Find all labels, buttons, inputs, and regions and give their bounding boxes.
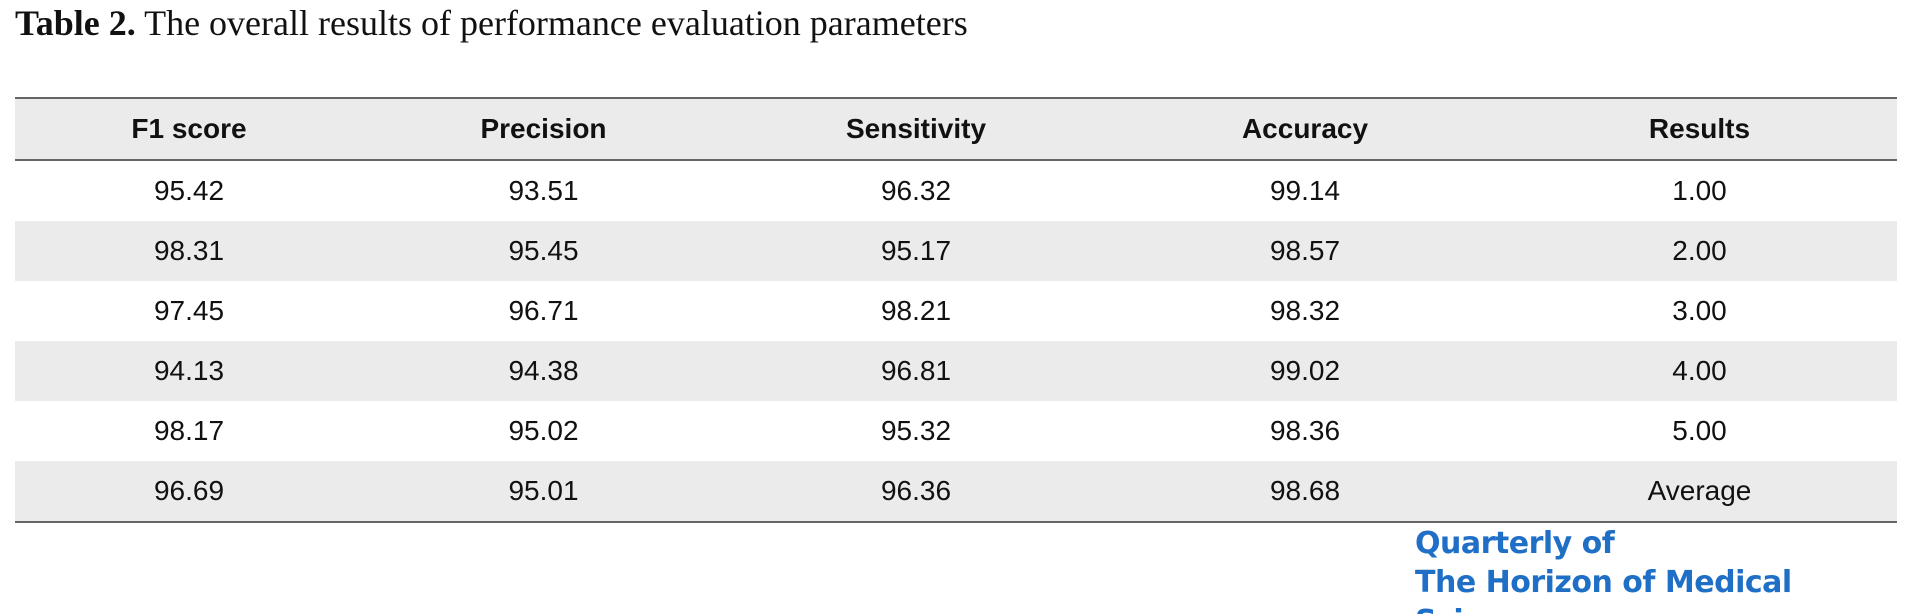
- table-cell: 95.42: [153, 175, 225, 206]
- table-body: 95.42 93.51 96.32 99.14 1.00 98.31 95.45 95.17 9…: [15, 160, 1897, 522]
- table-cell: 98.31: [153, 235, 225, 266]
- logo-line: Quarterly of: [1415, 526, 1615, 561]
- table-cell: 95.02: [508, 415, 579, 446]
- header-cell: Accuracy: [1241, 113, 1369, 144]
- table-cell: 2.00: [1672, 235, 1727, 266]
- table-cell: 94.38: [508, 355, 579, 386]
- table-cell: Average: [1647, 475, 1752, 506]
- table-row: 98.31 95.45 95.17 98.57 2.00: [15, 221, 1897, 281]
- table-cell: 94.13: [153, 355, 225, 386]
- table-cell: 96.36: [880, 475, 952, 506]
- table-cell: 5.00: [1672, 415, 1727, 446]
- table-cell: 95.01: [508, 475, 579, 506]
- table-cell: 93.51: [508, 175, 579, 206]
- table-cell: 98.68: [1269, 475, 1341, 506]
- table-cell: 95.45: [508, 235, 579, 266]
- table-cell: 98.32: [1269, 295, 1341, 326]
- header-cell: Sensitivity: [845, 113, 987, 144]
- table-row: 97.45 96.71 98.21 98.32 3.00: [15, 281, 1897, 341]
- table-cell: 98.57: [1269, 235, 1341, 266]
- table-cell: 96.69: [153, 475, 225, 506]
- caption-title: The overall results of performance evalu…: [144, 3, 968, 43]
- table-row: 96.69 95.01 96.36 98.68 Average: [15, 461, 1897, 522]
- table-cell: 98.21: [880, 295, 952, 326]
- logo-line: The Horizon of Medical Sciences: [1415, 565, 1792, 614]
- caption-label: Table 2.: [15, 3, 136, 43]
- table-cell: 96.81: [880, 355, 952, 386]
- table-cell: 4.00: [1672, 355, 1727, 386]
- header-cell: Precision: [480, 113, 607, 144]
- table-cell: 96.32: [880, 175, 952, 206]
- table-cell: 3.00: [1672, 295, 1727, 326]
- table-cell: 98.17: [153, 415, 225, 446]
- logo: Quarterly of The Horizon of Medical Scie…: [1415, 524, 1917, 614]
- table-cell: 97.45: [153, 295, 225, 326]
- header-row: F1 score Precision Sensitivity Accuracy Resu…: [15, 98, 1897, 160]
- table-row: 98.17 95.02 95.32 98.36 5.00: [15, 401, 1897, 461]
- table-cell: 98.36: [1269, 415, 1341, 446]
- table-cell: 95.17: [880, 235, 952, 266]
- table-cell: 1.00: [1672, 175, 1727, 206]
- table-cell: 95.32: [880, 415, 952, 446]
- table-header: F1 score Precision Sensitivity Accuracy Resu…: [15, 98, 1897, 160]
- header-cell: F1 score: [131, 113, 247, 144]
- table-row: 94.13 94.38 96.81 99.02 4.00: [15, 341, 1897, 401]
- table-row: 95.42 93.51 96.32 99.14 1.00: [15, 160, 1897, 221]
- table-cell: 99.02: [1269, 355, 1341, 386]
- table: F1 score Precision Sensitivity Accuracy Resu…: [15, 97, 1897, 523]
- table-cell: 96.71: [508, 295, 579, 326]
- caption: Table 2. The overall results of performa…: [15, 2, 968, 44]
- header-cell: Results: [1648, 113, 1751, 144]
- table-cell: 99.14: [1269, 175, 1341, 206]
